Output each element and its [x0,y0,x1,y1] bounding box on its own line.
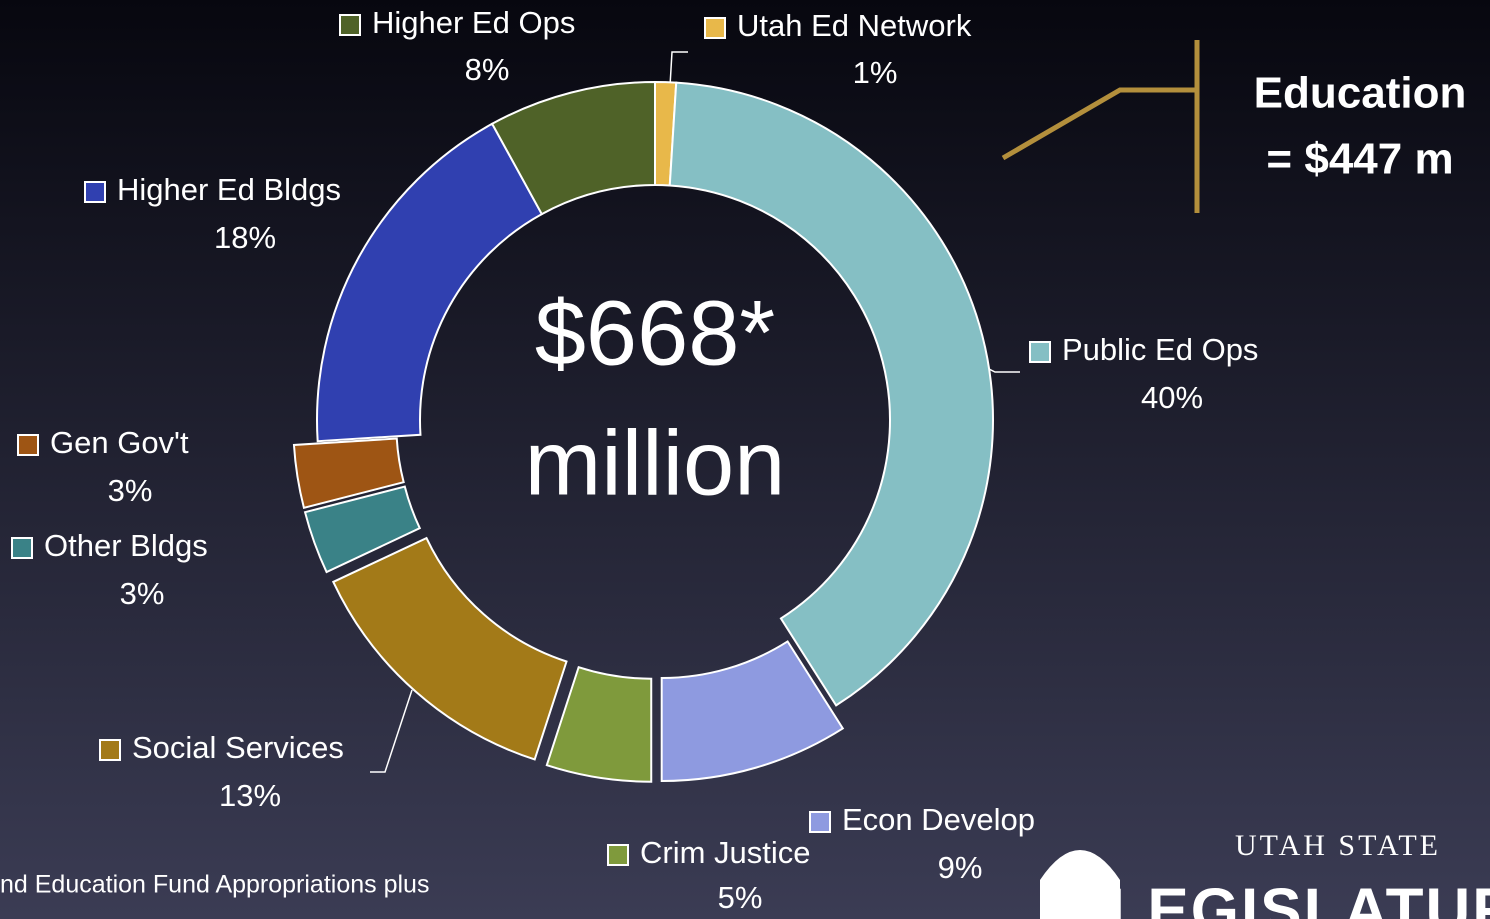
slice-label: Higher Ed Ops [372,5,575,40]
logo-icon [1040,850,1120,919]
slice-label: Other Bldgs [44,528,208,563]
donut-slice [316,122,544,443]
logo-text: UTAH STATE [1235,829,1441,862]
donut-slice [660,640,845,783]
footnote: nd Education Fund Appropriations plus [0,871,429,899]
logo-text: LEGISLATURE [1108,876,1490,919]
value-label: 3% [108,473,153,508]
slice-label: Public Ed Ops [1062,332,1258,367]
annotation: Education [1254,69,1467,118]
donut-slice [545,665,653,783]
center-text: $668* [535,282,775,384]
center-text: million [525,412,786,514]
value-label: 5% [718,880,763,915]
legend-swatch [17,434,39,456]
donut-slice [331,536,568,761]
value-label: 18% [214,220,276,255]
slice-label: Econ Develop [842,802,1035,837]
legend-swatch [11,537,33,559]
slice-label: Utah Ed Network [737,8,972,43]
donut-slice [490,80,656,216]
annotation: = $447 m [1266,135,1453,184]
slice-label: Higher Ed Bldgs [117,172,341,207]
legend-swatch [84,181,106,203]
donut-slice [303,485,422,574]
legend-swatch [1029,341,1051,363]
value-label: 8% [465,52,510,87]
legend-swatch [607,844,629,866]
annotation-line [1001,87,1197,161]
slice-label: Crim Justice [640,835,811,870]
legend-swatch [99,739,121,761]
donut-slice [668,81,994,707]
slice-label: Gen Gov't [50,425,189,460]
value-label: 1% [853,55,898,90]
value-label: 9% [938,850,983,885]
legend-swatch [704,17,726,39]
value-label: 3% [120,576,165,611]
slice-label: Social Services [132,730,344,765]
leader-line [370,689,413,773]
value-label: 40% [1141,380,1203,415]
value-label: 13% [219,778,281,813]
donut-slice [292,437,405,510]
legend-swatch [809,811,831,833]
legend-swatch [339,14,361,36]
